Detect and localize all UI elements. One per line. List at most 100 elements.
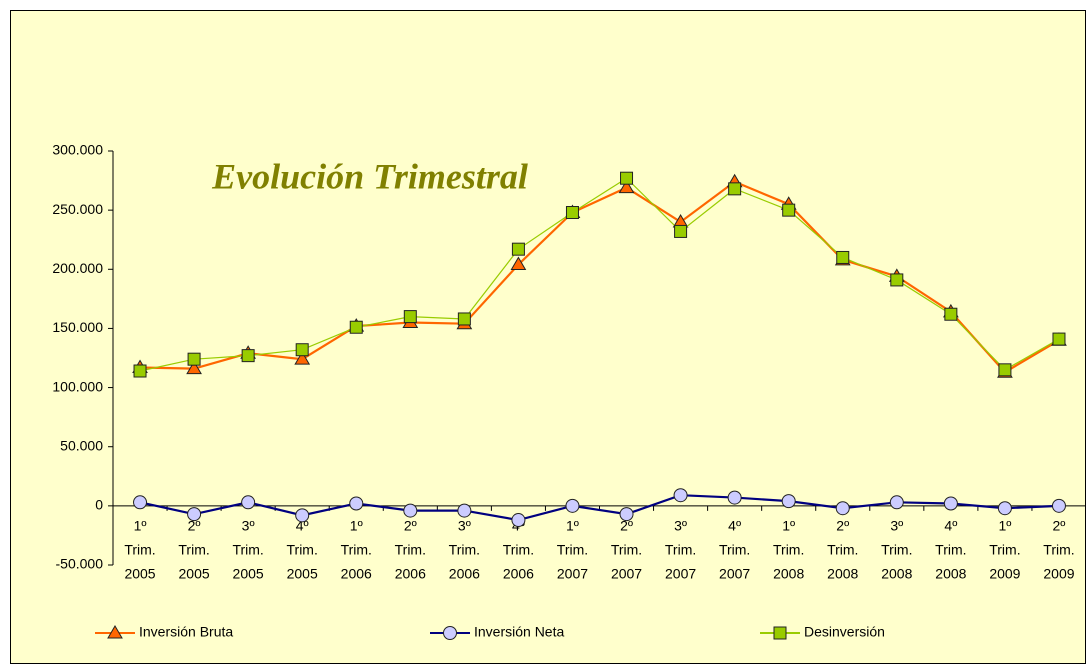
data-point (133, 364, 147, 378)
data-point (241, 495, 256, 510)
x-tick-label: 2006 (395, 566, 426, 582)
x-tick-label: Trim. (881, 542, 912, 558)
y-tick-label: 0 (95, 497, 103, 513)
legend-label: Inversión Neta (474, 624, 564, 640)
data-point (619, 507, 634, 522)
data-point (295, 508, 310, 523)
x-tick-label: 1º (566, 518, 579, 534)
y-tick-label: 50.000 (60, 437, 103, 453)
x-tick-label: 3º (458, 518, 471, 534)
data-point (997, 501, 1012, 516)
data-point (187, 507, 202, 522)
data-point (998, 363, 1012, 377)
x-tick-label: 4º (728, 518, 741, 534)
data-point (511, 513, 526, 528)
x-tick-label: 2º (1053, 518, 1066, 534)
x-tick-label: 2005 (179, 566, 210, 582)
data-point (565, 206, 579, 220)
legend-label: Inversión Bruta (139, 624, 233, 640)
x-tick-label: Trim. (989, 542, 1020, 558)
x-tick-label: 1º (998, 518, 1011, 534)
x-tick-label: 2007 (557, 566, 588, 582)
x-tick-label: 2º (188, 518, 201, 534)
data-point (349, 496, 364, 511)
legend-label: Desinversión (804, 624, 885, 640)
x-tick-label: 2005 (287, 566, 318, 582)
data-point (457, 312, 471, 326)
legend-marker (443, 626, 457, 640)
x-tick-label: Trim. (395, 542, 426, 558)
data-point (890, 273, 904, 287)
x-tick-label: 2º (620, 518, 633, 534)
data-point (457, 503, 472, 518)
data-point (620, 171, 634, 185)
x-tick-label: Trim. (503, 542, 534, 558)
x-tick-label: 2007 (611, 566, 642, 582)
x-tick-label: Trim. (449, 542, 480, 558)
data-point (510, 256, 527, 271)
x-tick-label: 3º (242, 518, 255, 534)
x-tick-label: 2º (404, 518, 417, 534)
x-tick-label: 2009 (1043, 566, 1074, 582)
data-point (565, 498, 580, 513)
x-tick-label: 2008 (773, 566, 804, 582)
series-line (140, 180, 1060, 374)
data-point (943, 496, 958, 511)
chart-area (10, 10, 1086, 664)
series-line (139, 494, 1060, 522)
x-tick-label: 2005 (233, 566, 264, 582)
x-tick-label: Trim. (719, 542, 750, 558)
series-line (139, 177, 1060, 372)
x-tick-label: 2006 (503, 566, 534, 582)
x-tick-label: 2008 (827, 566, 858, 582)
x-tick-label: 2006 (341, 566, 372, 582)
x-tick-label: Trim. (1043, 542, 1074, 558)
x-tick-label: 2008 (935, 566, 966, 582)
data-point (781, 494, 796, 509)
data-point (1051, 498, 1066, 513)
x-tick-label: 1º (350, 518, 363, 534)
x-tick-label: 4º (944, 518, 957, 534)
data-point (349, 320, 363, 334)
x-tick-label: Trim. (232, 542, 263, 558)
x-tick-label: 2008 (881, 566, 912, 582)
data-point (727, 490, 742, 505)
data-point (618, 179, 635, 194)
data-point (186, 360, 202, 375)
data-point (511, 242, 525, 256)
y-tick-label: 100.000 (52, 378, 103, 394)
x-tick-label: Trim. (557, 542, 588, 558)
x-tick-label: Trim. (827, 542, 858, 558)
x-tick-label: Trim. (935, 542, 966, 558)
data-point (673, 488, 688, 503)
x-tick-label: Trim. (341, 542, 372, 558)
x-tick-label: Trim. (773, 542, 804, 558)
x-tick-label: Trim. (611, 542, 642, 558)
x-tick-label: Trim. (665, 542, 696, 558)
x-tick-label: 2º (836, 518, 849, 534)
y-tick-label: 250.000 (52, 201, 103, 217)
legend-marker (107, 625, 123, 639)
data-point (187, 352, 201, 366)
x-tick-label: 1º (134, 518, 147, 534)
x-tick-label: Trim. (178, 542, 209, 558)
data-point (782, 203, 796, 217)
chart-title: Evolución Trimestral (211, 156, 528, 196)
data-point (403, 503, 418, 518)
data-point (403, 310, 417, 324)
data-point (674, 224, 688, 238)
x-tick-label: Trim. (124, 542, 155, 558)
y-tick-label: 300.000 (52, 142, 103, 158)
y-tick-label: -50.000 (56, 556, 104, 572)
legend-marker (773, 626, 787, 640)
data-point (836, 250, 850, 264)
x-tick-label: 3º (674, 518, 687, 534)
y-tick-label: 200.000 (52, 260, 103, 276)
x-tick-label: 2007 (665, 566, 696, 582)
x-tick-label: 2007 (719, 566, 750, 582)
x-tick-label: 4º (296, 518, 309, 534)
data-point (1052, 332, 1066, 346)
data-point (241, 349, 255, 363)
x-tick-label: 3º (890, 518, 903, 534)
